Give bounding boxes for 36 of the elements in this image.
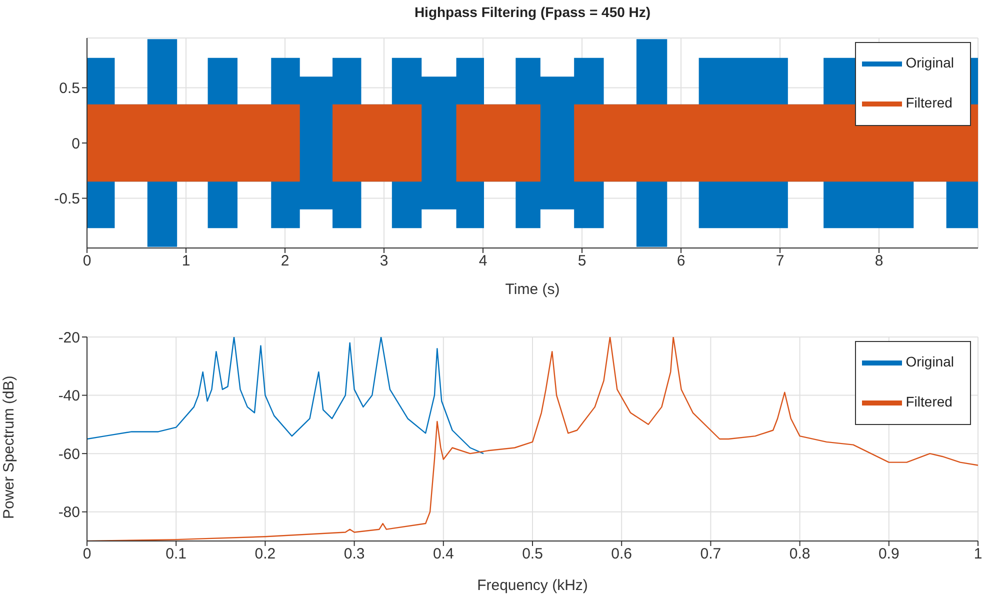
x-tick-label: 3 [380,252,388,270]
y-tick-label: 0.5 [59,80,80,98]
x-tick-label: 0.1 [166,546,187,563]
legend-label: Filtered [906,94,952,111]
y-tick-label: -0.5 [54,190,80,208]
x-tick-label: 7 [776,252,784,270]
x-tick-label: 4 [478,252,488,270]
x-tick-label: 0.8 [789,546,810,563]
y-tick-label: -80 [58,504,80,522]
x-axis-title: Frequency (kHz) [477,577,588,594]
x-tick-label: 6 [676,252,686,270]
x-tick-label: 0.9 [878,546,900,563]
chart-title: Highpass Filtering (Fpass = 450 Hz) [413,4,652,20]
y-tick-label: -20 [58,329,80,346]
x-tick-label: 1 [974,546,982,563]
x-axis-title: Time (s) [505,281,560,298]
legend-label: Original [906,354,954,370]
x-tick-label: 2 [280,252,290,270]
x-tick-label: 0.3 [344,546,365,563]
legend-label: Original [906,54,954,71]
x-tick-label: 0.2 [254,546,276,563]
legend-label: Filtered [906,394,952,410]
x-tick-label: 5 [578,252,586,270]
x-tick-label: 0 [82,252,92,270]
y-tick-label: -60 [58,446,80,463]
x-tick-label: 0.7 [700,546,722,563]
x-tick-label: 0.5 [522,546,543,563]
x-tick-label: 8 [874,252,884,270]
y-axis-title: Power Spectrum (dB) [0,376,18,519]
x-tick-label: 1 [182,252,190,270]
x-tick-label: 0 [82,546,92,563]
x-tick-label: 0.4 [432,546,454,563]
x-tick-label: 0.6 [611,546,632,563]
y-tick-label: -40 [58,388,80,405]
y-tick-label: 0 [72,135,80,152]
line-series [87,337,484,454]
